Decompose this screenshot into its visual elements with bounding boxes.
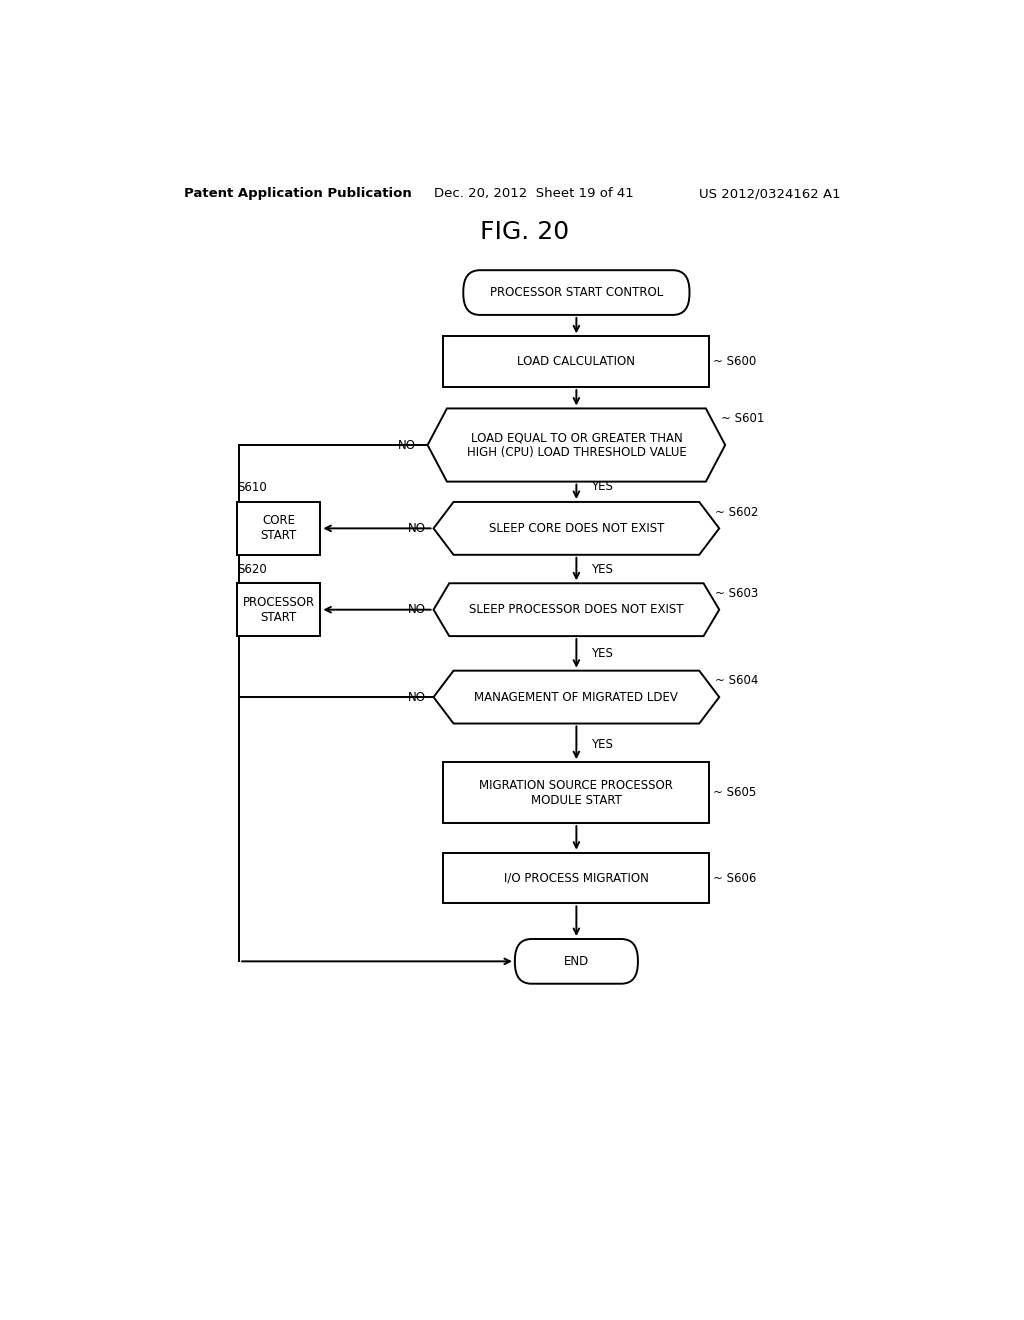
Text: S620: S620	[238, 562, 267, 576]
Text: NO: NO	[408, 603, 426, 616]
Bar	[443, 762, 710, 824]
Bar	[443, 853, 710, 903]
Text: MIGRATION SOURCE PROCESSOR
MODULE START: MIGRATION SOURCE PROCESSOR MODULE START	[479, 779, 674, 807]
Text: ~ S605: ~ S605	[714, 787, 757, 799]
Text: ~ S604: ~ S604	[715, 675, 759, 688]
Text: Patent Application Publication: Patent Application Publication	[183, 187, 412, 201]
Bar	[238, 502, 321, 554]
Text: Dec. 20, 2012  Sheet 19 of 41: Dec. 20, 2012 Sheet 19 of 41	[433, 187, 633, 201]
Text: FIG. 20: FIG. 20	[480, 219, 569, 244]
Text: YES: YES	[591, 480, 612, 494]
Text: PROCESSOR
START: PROCESSOR START	[243, 595, 314, 623]
Text: S610: S610	[238, 482, 267, 494]
Text: ~ S602: ~ S602	[715, 506, 759, 519]
Polygon shape	[433, 583, 719, 636]
Text: US 2012/0324162 A1: US 2012/0324162 A1	[699, 187, 841, 201]
Polygon shape	[433, 502, 719, 554]
Text: LOAD CALCULATION: LOAD CALCULATION	[517, 355, 635, 368]
Text: END: END	[564, 954, 589, 968]
FancyBboxPatch shape	[463, 271, 689, 315]
Text: YES: YES	[591, 647, 612, 660]
Text: NO: NO	[408, 521, 426, 535]
Polygon shape	[433, 671, 719, 723]
Text: I/O PROCESS MIGRATION: I/O PROCESS MIGRATION	[504, 871, 649, 884]
Text: CORE
START: CORE START	[261, 515, 297, 543]
Polygon shape	[428, 408, 725, 482]
Text: ~ S601: ~ S601	[721, 412, 765, 425]
Text: ~ S606: ~ S606	[714, 871, 757, 884]
Bar	[443, 337, 710, 387]
Text: NO: NO	[397, 438, 416, 451]
Text: PROCESSOR START CONTROL: PROCESSOR START CONTROL	[489, 286, 663, 300]
Text: SLEEP PROCESSOR DOES NOT EXIST: SLEEP PROCESSOR DOES NOT EXIST	[469, 603, 684, 616]
Text: SLEEP CORE DOES NOT EXIST: SLEEP CORE DOES NOT EXIST	[488, 521, 665, 535]
Text: NO: NO	[408, 690, 426, 704]
Text: ~ S603: ~ S603	[715, 587, 759, 599]
Text: YES: YES	[591, 562, 612, 576]
Text: ~ S600: ~ S600	[714, 355, 757, 368]
Bar	[238, 583, 321, 636]
Text: MANAGEMENT OF MIGRATED LDEV: MANAGEMENT OF MIGRATED LDEV	[474, 690, 678, 704]
FancyBboxPatch shape	[515, 939, 638, 983]
Text: LOAD EQUAL TO OR GREATER THAN
HIGH (CPU) LOAD THRESHOLD VALUE: LOAD EQUAL TO OR GREATER THAN HIGH (CPU)…	[467, 432, 686, 459]
Text: YES: YES	[591, 738, 612, 751]
